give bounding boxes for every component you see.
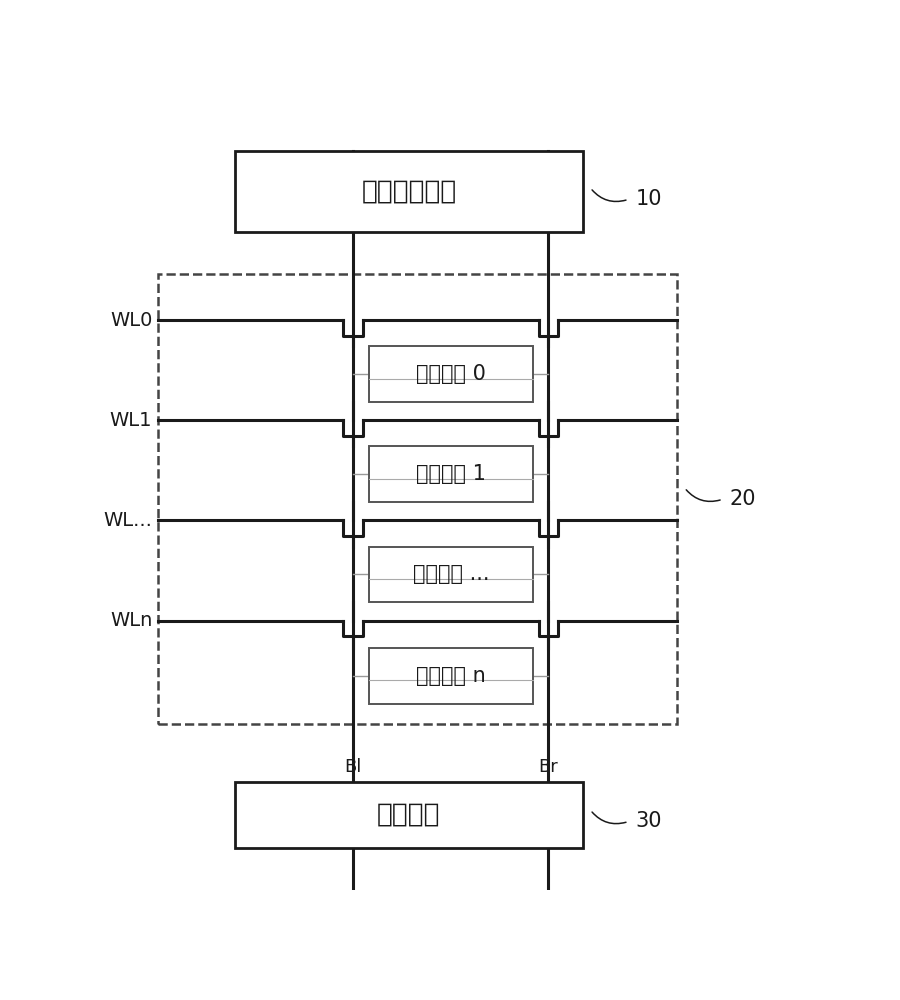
Text: WL1: WL1 xyxy=(110,411,152,430)
FancyBboxPatch shape xyxy=(369,648,533,704)
Text: 10: 10 xyxy=(635,189,662,209)
Text: Br: Br xyxy=(538,758,558,776)
Text: 30: 30 xyxy=(635,811,662,831)
FancyBboxPatch shape xyxy=(369,547,533,602)
FancyBboxPatch shape xyxy=(235,782,583,848)
FancyBboxPatch shape xyxy=(369,346,533,402)
FancyBboxPatch shape xyxy=(369,446,533,502)
Text: Bl: Bl xyxy=(345,758,362,776)
Text: 存储单元 n: 存储单元 n xyxy=(416,666,486,686)
Text: 位线预充电路: 位线预充电路 xyxy=(361,178,456,204)
FancyBboxPatch shape xyxy=(235,151,583,232)
Text: WLn: WLn xyxy=(110,611,152,630)
Text: 存储单元 1: 存储单元 1 xyxy=(416,464,486,484)
Text: 存储单元 0: 存储单元 0 xyxy=(416,364,486,384)
Text: 反相结构: 反相结构 xyxy=(377,802,441,828)
Text: 20: 20 xyxy=(730,489,756,509)
Text: 存储单元 ...: 存储单元 ... xyxy=(412,564,489,584)
Text: WL0: WL0 xyxy=(110,311,152,330)
Text: WL...: WL... xyxy=(104,511,152,530)
